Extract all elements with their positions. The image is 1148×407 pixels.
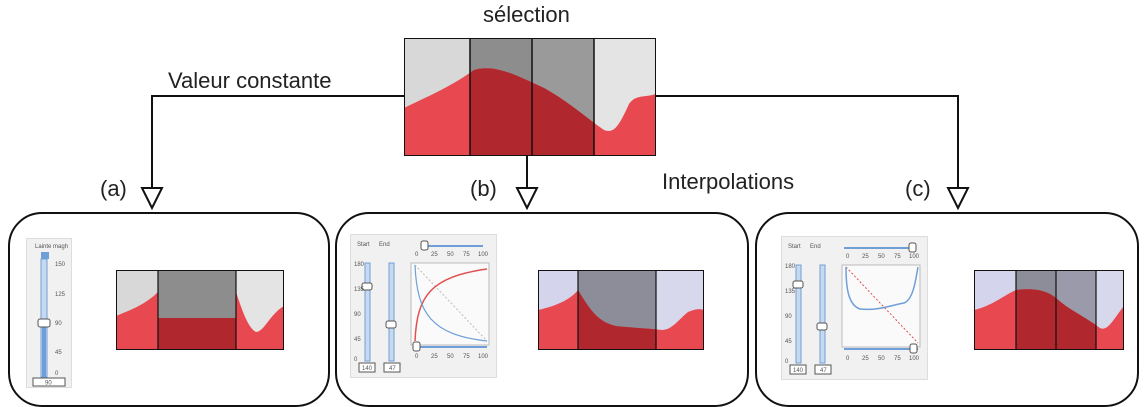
widget-c-axis-top-4: 75 — [894, 254, 901, 260]
panel-c-label: (c) — [905, 176, 931, 201]
widget-b-curve-red — [414, 268, 488, 342]
widget-c-col2: End — [810, 244, 821, 250]
widget-b-axis-bottom-2: 25 — [431, 354, 438, 360]
connector-right — [655, 95, 959, 188]
interpolated-region-b — [578, 290, 656, 350]
selection-thumbnail — [404, 38, 656, 156]
widget-c-value-2: 47 — [820, 368, 827, 374]
widget-b-tick-5: 0 — [354, 357, 358, 363]
widget-c-col1: Start — [788, 244, 801, 250]
widget-c-axis-bottom-1: 0 — [846, 356, 850, 362]
widget-a-slider-fill — [42, 321, 46, 377]
widget-c-tick-4: 45 — [785, 339, 792, 345]
arrow-c-icon — [946, 187, 970, 211]
widget-c-slider-2-thumb[interactable] — [816, 322, 828, 331]
widget-b-axis-top-5: 100 — [478, 252, 489, 258]
widget-c-value-box-1[interactable] — [789, 364, 807, 375]
widget-b-col2: End — [379, 242, 390, 248]
widget-b-curve-blue — [414, 264, 488, 342]
widget-a-tick-3: 90 — [55, 321, 62, 327]
panel-a-thumbnail — [116, 270, 284, 350]
widget-b-plot-area — [410, 262, 490, 346]
widget-a-value-box[interactable] — [32, 377, 66, 387]
widget-a-value: 90 — [45, 381, 52, 387]
widget-c-slider-2[interactable] — [819, 264, 826, 364]
widget-b-value-2: 47 — [389, 366, 396, 372]
widget-c-value-box-2[interactable] — [814, 364, 832, 375]
widget-b-value-box-2[interactable] — [383, 362, 401, 373]
widget-b-value-1: 140 — [362, 366, 373, 372]
widget-b-value-box-1[interactable] — [358, 362, 376, 373]
arrow-b-icon — [515, 187, 539, 211]
widget-c-plot-area — [841, 264, 921, 348]
widget-c-curve-blue — [845, 266, 919, 311]
interpolation-widget-b: Start End 0 25 50 75 100 180 135 90 45 0… — [350, 234, 497, 378]
widget-c-bottom-slider[interactable] — [909, 343, 918, 354]
widget-b-slider-2[interactable] — [388, 262, 395, 362]
widget-c-slider-1-thumb[interactable] — [792, 280, 804, 289]
widget-c-slider-1[interactable] — [795, 264, 802, 364]
widget-a-tick-4: 45 — [55, 350, 62, 356]
widget-c-axis-bottom-5: 100 — [909, 356, 920, 362]
interpolation-widget-c: Start End 0 25 50 75 100 180 135 90 45 0… — [781, 236, 928, 380]
widget-c-axis-top-3: 50 — [878, 254, 885, 260]
widget-a-top-knob — [41, 252, 49, 259]
widget-b-tick-4: 45 — [354, 337, 361, 343]
widget-b-axis-bottom-4: 75 — [463, 354, 470, 360]
widget-c-tick-2: 135 — [785, 289, 796, 295]
widget-c-top-slider[interactable] — [908, 242, 917, 253]
selection-label: sélection — [483, 2, 570, 27]
widget-b-bottom-slider[interactable] — [412, 341, 421, 352]
widget-b-axis-bottom-1: 0 — [415, 354, 419, 360]
widget-b-col1: Start — [357, 242, 370, 248]
arrow-a-icon — [140, 187, 164, 211]
widget-a-tick-5: 0 — [55, 371, 59, 377]
widget-b-slider-2-thumb[interactable] — [385, 320, 397, 329]
widget-c-linear-ref — [845, 266, 919, 344]
widget-b-axis-bottom-3: 50 — [447, 354, 454, 360]
widget-a-tick-1: 150 — [55, 262, 66, 268]
widget-c-axis-top-5: 100 — [909, 254, 920, 260]
widget-b-tick-1: 180 — [354, 262, 365, 268]
interpolations-label: Interpolations — [662, 169, 795, 194]
widget-c-axis-top-1: 0 — [846, 254, 850, 260]
widget-a-slider-thumb[interactable] — [37, 318, 51, 328]
widget-c-tick-5: 0 — [785, 359, 789, 365]
widget-b-axis-top-3: 50 — [447, 252, 454, 258]
widget-b-tick-3: 90 — [354, 312, 361, 318]
widget-c-axis-bottom-4: 75 — [894, 356, 901, 362]
panel-b-label: (b) — [470, 176, 497, 201]
constant-value-label: Valeur constante — [168, 68, 332, 93]
widget-b-top-slider[interactable] — [420, 240, 429, 251]
widget-a-tick-2: 125 — [55, 292, 66, 298]
widget-b-axis-bottom-5: 100 — [478, 354, 489, 360]
connector-left — [151, 95, 404, 188]
widget-b-axis-top-2: 25 — [431, 252, 438, 258]
constant-region-a — [158, 318, 236, 350]
widget-c-tick-3: 90 — [785, 314, 792, 320]
panel-a-label: (a) — [100, 176, 127, 201]
widget-c-value-1: 140 — [793, 368, 804, 374]
widget-a-title: Lainte magh — [35, 244, 68, 250]
widget-b-slider-1-thumb[interactable] — [361, 282, 373, 291]
widget-b-linear-ref — [414, 264, 488, 342]
widget-c-axis-bottom-2: 25 — [862, 356, 869, 362]
constant-value-widget: Lainte magh 150 125 90 45 0 90 — [26, 238, 72, 388]
widget-b-axis-top-4: 75 — [463, 252, 470, 258]
widget-b-tick-2: 135 — [354, 287, 365, 293]
widget-c-axis-top-2: 25 — [862, 254, 869, 260]
panel-b-thumbnail — [538, 270, 704, 350]
panel-c-thumbnail — [974, 270, 1124, 350]
widget-c-tick-1: 180 — [785, 264, 796, 270]
widget-b-axis-top-1: 0 — [415, 252, 419, 258]
widget-c-axis-bottom-3: 50 — [878, 356, 885, 362]
widget-b-slider-1[interactable] — [364, 262, 371, 362]
